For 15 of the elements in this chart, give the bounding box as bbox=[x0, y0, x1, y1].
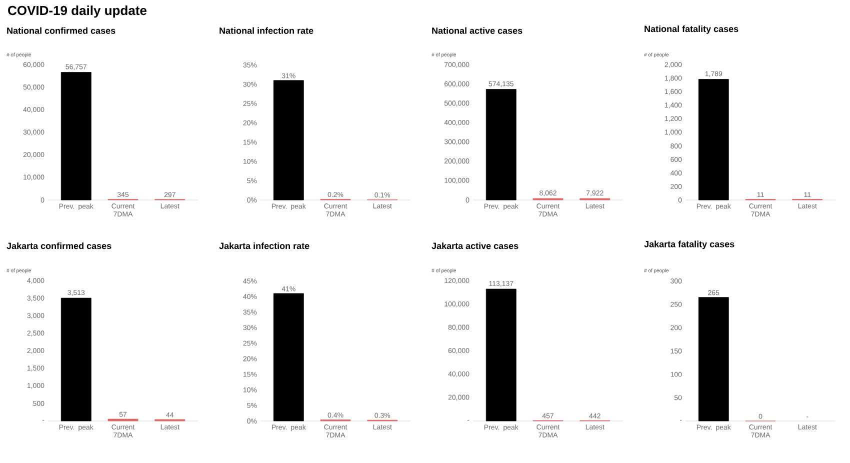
bar bbox=[273, 80, 304, 200]
bar bbox=[486, 288, 516, 422]
bar bbox=[60, 298, 92, 422]
bar bbox=[486, 89, 516, 200]
text: COVID-19 daily update bbox=[8, 6, 147, 18]
bar bbox=[273, 293, 304, 422]
chart-title: Jakarta confirmed cases bbox=[6, 242, 112, 250]
chart-title: National infection rate bbox=[220, 27, 314, 34]
chart-title: Jakarta infection rate bbox=[219, 242, 310, 250]
chart-title: Jakarta fatality cases bbox=[644, 240, 734, 250]
chart-title: National confirmed cases bbox=[7, 27, 116, 34]
bar bbox=[60, 72, 92, 200]
chart-title: Jakarta active cases bbox=[432, 242, 518, 250]
chart-title: National fatality cases bbox=[644, 25, 738, 34]
chart-title: National active cases bbox=[432, 27, 522, 34]
